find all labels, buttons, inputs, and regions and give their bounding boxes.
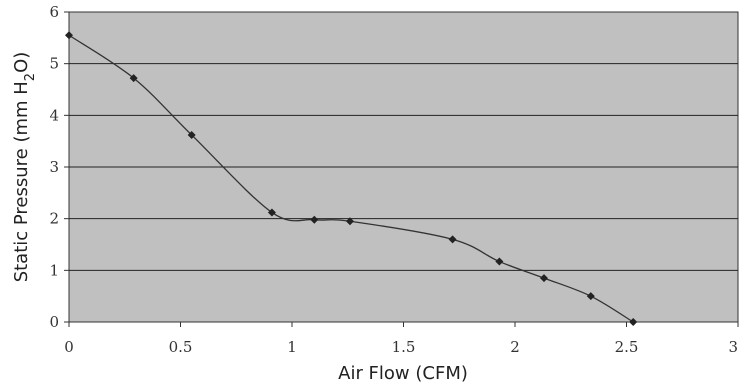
data-point-3 [267, 208, 276, 217]
x-axis-title: Air Flow (CFM) [338, 363, 468, 384]
y-axis-title: Static Pressure (mm H2O) [11, 52, 38, 283]
y-tick-label-5: 5 [49, 55, 59, 73]
y-tick-label-0: 0 [49, 313, 59, 331]
grid-lines [69, 63, 738, 271]
x-tick-label-1: 0.5 [169, 338, 193, 356]
x-tick-label-0: 0 [64, 338, 74, 356]
data-point-2 [187, 130, 196, 139]
x-tick-label-5: 2.5 [615, 338, 639, 356]
data-point-0 [65, 31, 73, 40]
x-tick-label-2: 1 [287, 338, 297, 356]
series-line [68, 34, 634, 323]
data-point-4 [310, 215, 319, 224]
x-axis-ticks: 0 0.5 1 1.5 2 2.5 3 [64, 322, 739, 356]
data-point-6 [448, 235, 457, 244]
y-axis-title-subscript: 2 [23, 73, 38, 81]
data-markers [65, 31, 638, 326]
x-tick-label-4: 2 [510, 338, 520, 356]
data-point-8 [539, 274, 548, 283]
y-axis-ticks: 0 1 2 3 4 5 6 [49, 3, 69, 331]
y-axis-title-end: O) [11, 52, 32, 73]
y-tick-label-4: 4 [49, 106, 59, 124]
y-tick-label-3: 3 [49, 158, 59, 176]
data-point-1 [129, 74, 138, 83]
data-point-7 [495, 257, 504, 266]
data-point-9 [586, 292, 595, 301]
y-tick-label-6: 6 [49, 3, 59, 21]
x-tick-label-6: 3 [728, 338, 738, 356]
y-axis-title-main: Static Pressure (mm H [11, 81, 32, 282]
x-tick-label-3: 1.5 [392, 338, 416, 356]
y-tick-label-2: 2 [49, 210, 59, 228]
data-point-10 [629, 318, 638, 326]
y-tick-label-1: 1 [49, 261, 59, 279]
data-point-5 [345, 217, 354, 226]
